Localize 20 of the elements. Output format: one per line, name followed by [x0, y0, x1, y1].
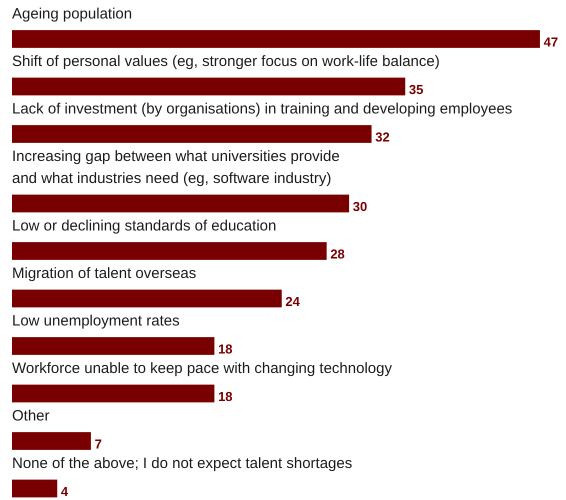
y-tick-label: Migration of talent overseas [12, 265, 196, 282]
data-label: 35 [408, 82, 424, 98]
data-label: 24 [285, 294, 301, 310]
data-label: 18 [218, 342, 233, 357]
data-label: 30 [352, 199, 368, 214]
y-tick-label: Low or declining standards of education [12, 218, 276, 235]
y-tick-label: Workforce unable to keep pace with changing technology [12, 360, 392, 378]
data-label: 4 [60, 484, 69, 500]
data-label: 7 [94, 436, 102, 452]
y-tick-label: Lack of investment (by organisations) in training and developing employees [12, 100, 512, 118]
y-tick-label: Ageing population [12, 6, 132, 23]
data-label: 28 [330, 246, 345, 262]
data-label: 18 [218, 389, 233, 404]
y-tick-label: None of the above; I do not expect talent shortages [12, 455, 352, 472]
y-tick-label: Shift of personal values (eg, stronger focus on work-life balance) [12, 53, 440, 70]
y-tick-label: Increasing gap between what universities provide and what industries need (eg, software industry) [12, 148, 340, 188]
data-label: 47 [544, 34, 558, 50]
y-tick-label: Other [12, 408, 50, 425]
data-label: 32 [375, 130, 390, 145]
y-tick-label: Low unemployment rates [12, 312, 180, 330]
